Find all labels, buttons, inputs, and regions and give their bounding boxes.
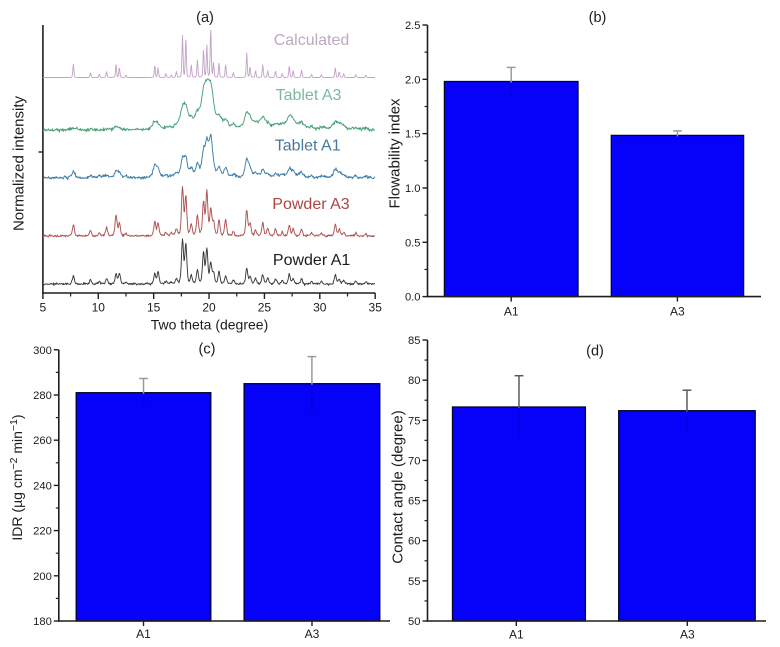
- svg-text:5: 5: [40, 301, 47, 315]
- svg-text:35: 35: [369, 301, 383, 315]
- svg-text:Powder A3: Powder A3: [272, 196, 349, 213]
- svg-text:75: 75: [408, 415, 420, 427]
- svg-text:A3: A3: [670, 305, 685, 319]
- svg-text:50: 50: [408, 616, 420, 628]
- svg-text:(d): (d): [586, 344, 604, 360]
- svg-text:200: 200: [33, 571, 52, 583]
- svg-text:20: 20: [202, 301, 216, 315]
- svg-text:55: 55: [408, 576, 420, 588]
- svg-text:280: 280: [33, 390, 52, 402]
- svg-text:220: 220: [33, 526, 52, 538]
- svg-text:85: 85: [408, 335, 420, 347]
- svg-text:15: 15: [147, 301, 161, 315]
- svg-text:300: 300: [33, 345, 52, 357]
- svg-text:IDR (µg cm−2 min−1): IDR (µg cm−2 min−1): [8, 414, 25, 540]
- svg-text:1.0: 1.0: [405, 183, 421, 195]
- svg-text:2.5: 2.5: [405, 20, 421, 32]
- svg-text:A1: A1: [509, 627, 524, 641]
- svg-text:260: 260: [33, 435, 52, 447]
- svg-text:Tablet A1: Tablet A1: [275, 138, 341, 155]
- svg-text:1.5: 1.5: [405, 129, 421, 141]
- svg-text:10: 10: [92, 301, 106, 315]
- svg-text:Powder A1: Powder A1: [273, 252, 350, 269]
- svg-text:Tablet A3: Tablet A3: [276, 87, 342, 104]
- svg-text:A3: A3: [305, 627, 320, 641]
- svg-text:Two theta (degree): Two theta (degree): [151, 317, 269, 333]
- svg-text:(b): (b): [589, 10, 607, 26]
- svg-text:Normalized intensity: Normalized intensity: [11, 95, 28, 231]
- svg-text:240: 240: [33, 480, 52, 492]
- svg-text:A3: A3: [680, 627, 695, 641]
- svg-text:180: 180: [33, 616, 52, 628]
- svg-text:2.0: 2.0: [405, 74, 421, 86]
- svg-text:Calculated: Calculated: [274, 32, 350, 49]
- svg-text:65: 65: [408, 496, 420, 508]
- svg-text:(c): (c): [199, 342, 216, 358]
- svg-text:Flowability index: Flowability index: [387, 98, 404, 209]
- svg-text:Contact angle (degree): Contact angle (degree): [390, 410, 407, 563]
- svg-text:25: 25: [258, 301, 272, 315]
- svg-text:80: 80: [408, 375, 420, 387]
- svg-text:60: 60: [408, 536, 420, 548]
- svg-text:70: 70: [408, 455, 420, 467]
- svg-text:A1: A1: [504, 305, 519, 319]
- svg-text:A1: A1: [136, 627, 151, 641]
- svg-text:0.5: 0.5: [405, 237, 421, 249]
- svg-text:30: 30: [313, 301, 327, 315]
- svg-text:(a): (a): [196, 10, 214, 26]
- svg-text:0.0: 0.0: [405, 292, 421, 304]
